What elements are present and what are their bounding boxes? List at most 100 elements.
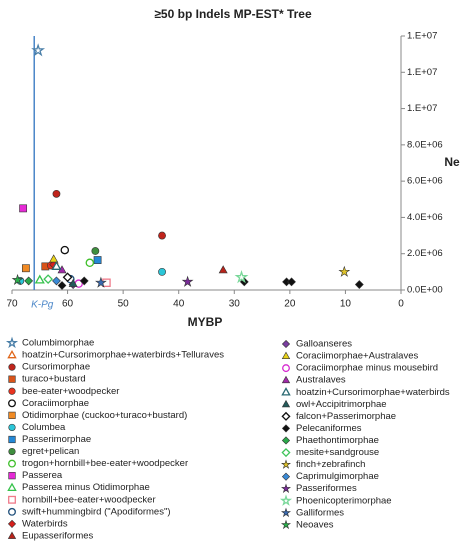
legend-marker xyxy=(8,399,16,408)
legend-marker xyxy=(8,387,16,395)
legend-marker xyxy=(281,424,291,433)
x-axis-title: MYBP xyxy=(188,315,223,329)
point xyxy=(43,274,54,284)
legend-marker xyxy=(8,375,16,383)
legend-marker xyxy=(8,495,16,504)
legend-label: Coraciimorphae+Australaves xyxy=(296,351,418,362)
legend-marker xyxy=(8,435,16,444)
point xyxy=(354,280,364,289)
point xyxy=(158,231,166,240)
legend-label: Coraciimorphae minus mousebird xyxy=(296,363,438,374)
legend-marker xyxy=(281,436,291,445)
point xyxy=(57,281,67,290)
legend-marker xyxy=(8,423,16,432)
legend-label: hornbill+bee-eater+woodpecker xyxy=(22,494,156,505)
legend-marker xyxy=(281,375,291,384)
legend-label: egret+pelican xyxy=(22,446,79,457)
legend-label: Passerea xyxy=(22,470,63,481)
legend-marker xyxy=(8,363,16,371)
y-tick-label: 6.0E+06 xyxy=(407,176,443,187)
legend-marker xyxy=(282,364,290,373)
legend-marker xyxy=(281,399,291,408)
x-tick-label: 30 xyxy=(229,299,241,310)
legend-label: falcon+Passerimorphae xyxy=(296,411,396,422)
point xyxy=(234,270,249,284)
point xyxy=(158,267,166,276)
legend-marker xyxy=(281,351,291,360)
legend-marker xyxy=(281,483,291,493)
legend-marker xyxy=(281,411,291,421)
x-tick-label: 10 xyxy=(340,299,352,310)
y-tick-label: 1.E+07 xyxy=(407,67,437,78)
legend-marker xyxy=(279,494,293,506)
x-tick-label: 70 xyxy=(6,299,18,310)
legend-label: Passerimorphae xyxy=(22,434,91,445)
point xyxy=(60,245,70,255)
x-tick-label: 20 xyxy=(284,299,296,310)
point xyxy=(218,265,228,274)
legend-label: Waterbirds xyxy=(22,518,68,529)
legend-label: Australaves xyxy=(296,375,346,386)
point xyxy=(287,277,296,287)
legend-marker xyxy=(8,459,16,468)
legend-label: owl+Accipitrimorphae xyxy=(296,399,387,410)
legend-marker xyxy=(7,482,17,492)
legend-marker xyxy=(7,519,17,528)
legend-marker xyxy=(281,519,291,530)
legend-label: Columbea xyxy=(22,422,66,433)
legend-label: trogon+hornbill+bee-eater+woodpecker xyxy=(22,458,188,469)
point xyxy=(85,258,95,268)
legend-label: hoatzin+Cursorimorphae+waterbirds+Tellur… xyxy=(22,350,224,361)
point xyxy=(51,260,62,270)
point xyxy=(31,43,46,57)
legend-label: Passeriformes xyxy=(296,483,357,494)
x-tick-label: 0 xyxy=(398,299,404,310)
point xyxy=(52,189,61,198)
legend-label: Eupasseriformes xyxy=(22,530,94,541)
y-tick-label: 8.0E+06 xyxy=(407,139,443,150)
point xyxy=(11,273,24,286)
point xyxy=(79,276,89,286)
point xyxy=(91,247,100,255)
legend-marker xyxy=(7,531,17,539)
legend-label: bee-eater+woodpecker xyxy=(22,386,119,397)
legend-label: Neoaves xyxy=(296,519,334,530)
legend-marker xyxy=(281,387,291,396)
legend-marker xyxy=(281,507,291,518)
x-tick-label: 50 xyxy=(118,299,130,310)
point xyxy=(93,256,102,264)
y-tick-label: 2.0E+06 xyxy=(407,248,443,259)
legend-label: Phaethontimorphae xyxy=(296,435,379,446)
legend-label: Galliformes xyxy=(296,507,344,518)
point xyxy=(68,278,78,287)
y-axis-title: Ne xyxy=(444,155,460,169)
legend-label: Phoenicopterimorphae xyxy=(296,495,392,506)
y-tick-label: 1.E+07 xyxy=(407,31,437,42)
legend-marker xyxy=(281,472,291,481)
y-tick-label: 4.0E+06 xyxy=(407,212,443,223)
point xyxy=(34,274,45,284)
point xyxy=(19,204,28,213)
legend-marker xyxy=(281,459,291,469)
legend-label: Columbimorphae xyxy=(22,338,94,349)
point xyxy=(338,265,351,277)
y-tick-label: 0.0E+00 xyxy=(407,285,443,296)
legend-marker xyxy=(281,447,291,458)
legend-marker xyxy=(281,339,291,349)
legend-label: Passerea minus Otidimorphae xyxy=(22,482,150,493)
x-tick-label: 40 xyxy=(173,299,185,310)
legend-label: swift+hummingbird ("Apodiformes") xyxy=(22,506,171,517)
legend-label: hoatzin+Cursorimorphae+waterbirds xyxy=(296,387,450,398)
legend-label: finch+zebrafinch xyxy=(296,459,365,470)
point xyxy=(49,254,59,263)
y-tick-label: 1.E+07 xyxy=(407,103,437,114)
legend-label: Galloanseres xyxy=(296,339,352,350)
chart-title: ≥50 bp Indels MP-EST* Tree xyxy=(154,7,312,21)
legend-label: Otidimorphae (cuckoo+turaco+bustard) xyxy=(22,410,187,421)
legend-marker xyxy=(8,411,16,419)
kpg-label: K-Pg xyxy=(31,300,54,311)
legend-label: Pelecaniformes xyxy=(296,423,362,434)
point xyxy=(21,264,30,273)
legend-label: Caprimulgimorphae xyxy=(296,471,379,482)
